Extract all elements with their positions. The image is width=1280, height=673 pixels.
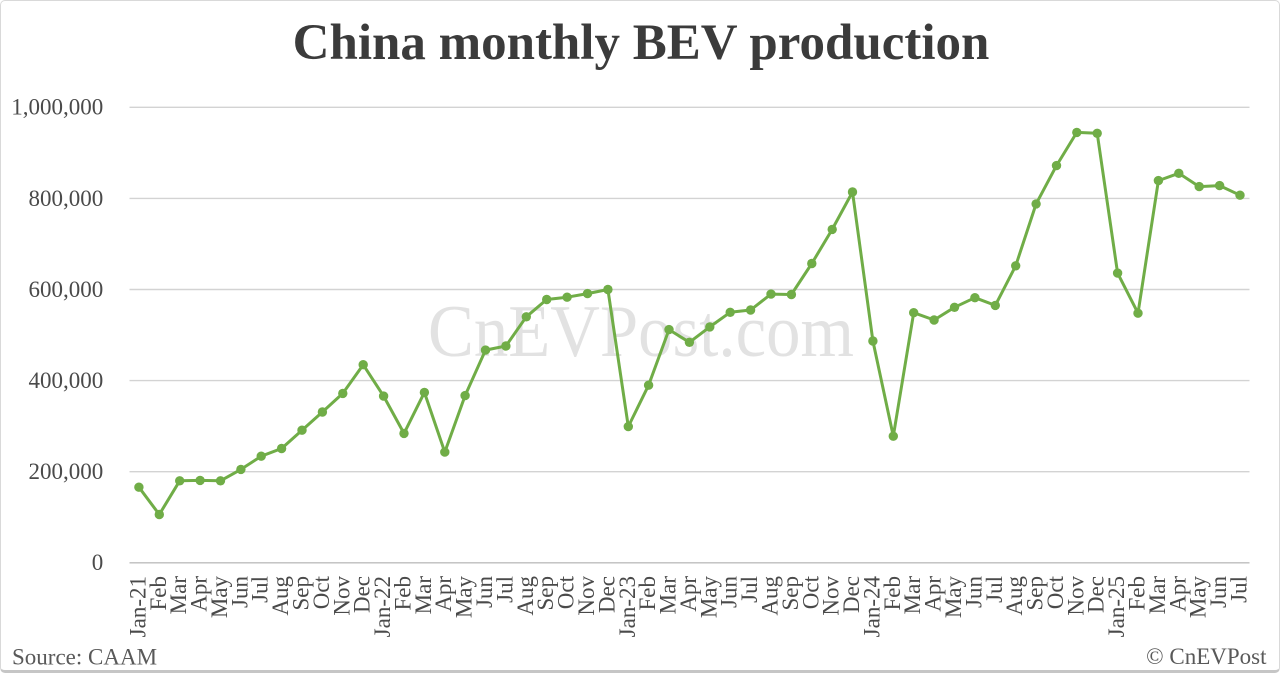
svg-text:© CnEVPost: © CnEVPost xyxy=(1146,644,1267,669)
svg-text:Mar: Mar xyxy=(900,576,925,615)
svg-text:Oct: Oct xyxy=(1043,575,1068,609)
svg-text:May: May xyxy=(207,576,232,619)
svg-text:Jul: Jul xyxy=(492,576,517,603)
svg-text:Jan-25: Jan-25 xyxy=(1104,576,1129,637)
svg-text:Nov: Nov xyxy=(819,576,844,616)
svg-text:May: May xyxy=(452,576,477,619)
svg-text:Jan-23: Jan-23 xyxy=(615,576,640,637)
svg-text:Feb: Feb xyxy=(880,576,905,611)
svg-text:Dec: Dec xyxy=(594,576,619,613)
svg-text:Sep: Sep xyxy=(289,576,314,611)
svg-text:Jun: Jun xyxy=(472,576,497,608)
svg-text:May: May xyxy=(696,576,721,619)
svg-text:Mar: Mar xyxy=(656,576,681,615)
svg-text:Mar: Mar xyxy=(1145,576,1170,615)
svg-text:Jun: Jun xyxy=(1206,576,1231,608)
svg-text:Feb: Feb xyxy=(1125,576,1150,611)
svg-text:800,000: 800,000 xyxy=(29,186,104,211)
svg-text:Feb: Feb xyxy=(146,576,171,611)
svg-text:Feb: Feb xyxy=(391,576,416,611)
svg-text:600,000: 600,000 xyxy=(29,277,104,302)
svg-text:Jun: Jun xyxy=(227,576,252,608)
svg-text:China monthly BEV production: China monthly BEV production xyxy=(293,15,990,71)
svg-text:Oct: Oct xyxy=(798,575,823,609)
svg-text:Apr: Apr xyxy=(1165,576,1190,612)
svg-text:Jan-21: Jan-21 xyxy=(125,576,150,637)
svg-text:Oct: Oct xyxy=(309,575,334,609)
svg-text:May: May xyxy=(1186,576,1211,619)
svg-text:Apr: Apr xyxy=(921,576,946,612)
svg-text:Dec: Dec xyxy=(350,576,375,613)
svg-text:200,000: 200,000 xyxy=(29,459,104,484)
svg-text:Aug: Aug xyxy=(758,576,783,616)
svg-text:Source: CAAM: Source: CAAM xyxy=(12,645,157,670)
svg-text:0: 0 xyxy=(92,550,104,575)
svg-text:Dec: Dec xyxy=(1084,576,1109,613)
svg-text:Sep: Sep xyxy=(533,576,558,611)
svg-text:Apr: Apr xyxy=(187,576,212,612)
svg-text:Aug: Aug xyxy=(268,576,293,616)
svg-text:Mar: Mar xyxy=(411,576,436,615)
svg-text:Nov: Nov xyxy=(329,576,354,616)
svg-text:Dec: Dec xyxy=(839,576,864,613)
svg-text:Jun: Jun xyxy=(961,576,986,608)
svg-text:Aug: Aug xyxy=(1002,576,1027,616)
svg-text:CnEVPost.com: CnEVPost.com xyxy=(428,291,854,373)
svg-text:Nov: Nov xyxy=(1063,576,1088,616)
svg-text:Apr: Apr xyxy=(431,576,456,612)
svg-text:400,000: 400,000 xyxy=(29,368,104,393)
svg-text:Aug: Aug xyxy=(513,576,538,616)
svg-text:Jul: Jul xyxy=(1227,576,1252,603)
svg-text:1,000,000: 1,000,000 xyxy=(11,95,103,120)
svg-text:Sep: Sep xyxy=(1023,576,1048,611)
svg-text:Feb: Feb xyxy=(635,576,660,611)
svg-text:Oct: Oct xyxy=(554,575,579,609)
svg-text:Nov: Nov xyxy=(574,576,599,616)
svg-text:Jun: Jun xyxy=(717,576,742,608)
svg-text:Jul: Jul xyxy=(982,576,1007,603)
svg-text:Jan-24: Jan-24 xyxy=(859,576,884,638)
svg-text:Mar: Mar xyxy=(166,576,191,615)
svg-text:Jul: Jul xyxy=(248,576,273,603)
svg-text:Sep: Sep xyxy=(778,576,803,611)
svg-text:Apr: Apr xyxy=(676,576,701,612)
svg-text:Jul: Jul xyxy=(737,576,762,603)
svg-text:Jan-22: Jan-22 xyxy=(370,576,395,637)
svg-text:May: May xyxy=(941,576,966,619)
